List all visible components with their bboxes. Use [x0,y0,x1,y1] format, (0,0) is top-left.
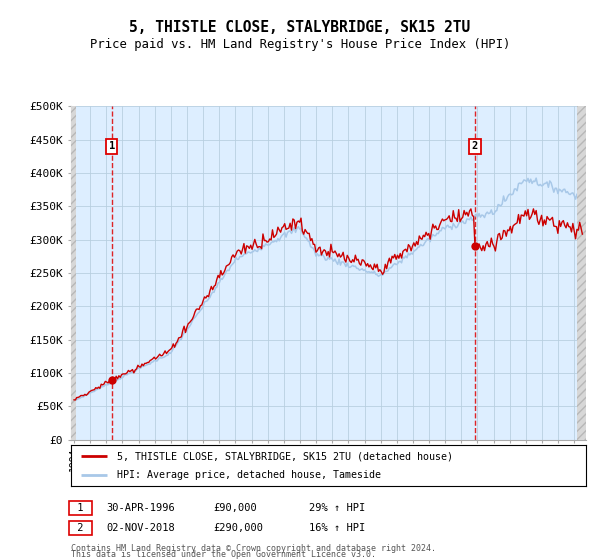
Text: 1: 1 [109,141,115,151]
Text: 02-NOV-2018: 02-NOV-2018 [107,523,176,533]
Text: Contains HM Land Registry data © Crown copyright and database right 2024.: Contains HM Land Registry data © Crown c… [71,544,436,553]
Text: 16% ↑ HPI: 16% ↑ HPI [309,523,365,533]
Text: 1: 1 [71,503,89,513]
Bar [71,106,76,440]
Text: 5, THISTLE CLOSE, STALYBRIDGE, SK15 2TU (detached house): 5, THISTLE CLOSE, STALYBRIDGE, SK15 2TU … [117,451,453,461]
Text: Price paid vs. HM Land Registry's House Price Index (HPI): Price paid vs. HM Land Registry's House … [90,38,510,51]
Text: 5, THISTLE CLOSE, STALYBRIDGE, SK15 2TU: 5, THISTLE CLOSE, STALYBRIDGE, SK15 2TU [130,20,470,35]
Text: £90,000: £90,000 [213,503,257,513]
Text: This data is licensed under the Open Government Licence v3.0.: This data is licensed under the Open Gov… [71,550,376,559]
Text: 30-APR-1996: 30-APR-1996 [107,503,176,513]
Text: HPI: Average price, detached house, Tameside: HPI: Average price, detached house, Tame… [117,470,381,480]
Text: 2: 2 [472,141,478,151]
Bar [577,106,586,440]
Bar [577,106,586,440]
Text: 29% ↑ HPI: 29% ↑ HPI [309,503,365,513]
Text: 2: 2 [71,523,89,533]
Text: £290,000: £290,000 [213,523,263,533]
Bar [71,106,76,440]
